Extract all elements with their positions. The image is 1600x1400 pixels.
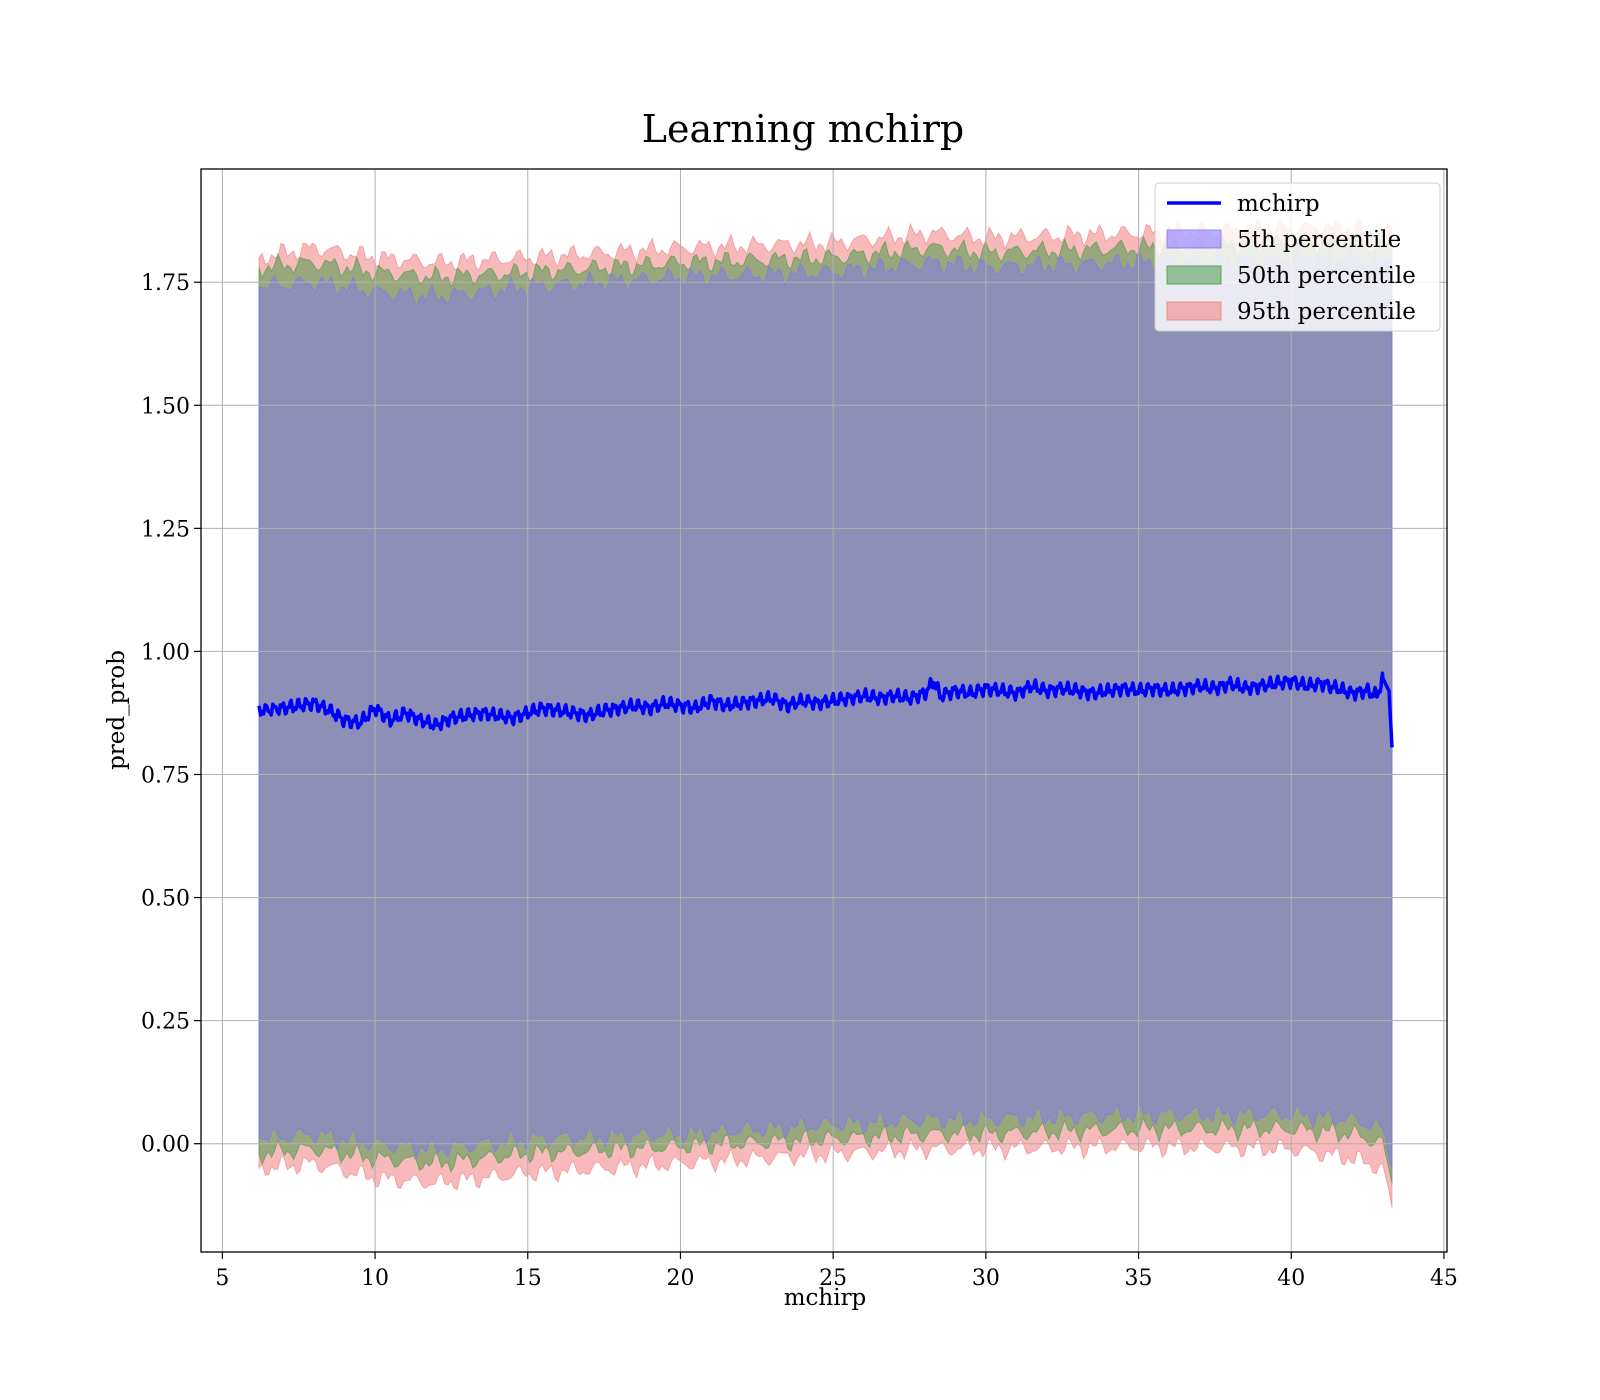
series-line-mchirp: [257, 671, 1394, 748]
x-tick-label: 45: [1430, 1266, 1458, 1291]
y-tick-label: 1.25: [141, 517, 190, 542]
y-tick-label: 0.25: [141, 1010, 190, 1035]
y-tick-label: 1.75: [141, 271, 190, 296]
y-tick-label: 0.50: [141, 887, 190, 912]
x-axis-label: mchirp: [784, 1285, 867, 1311]
x-tick-label: 15: [514, 1266, 542, 1291]
x-tick-label: 5: [215, 1266, 229, 1291]
legend-box: [1154, 182, 1441, 332]
legend-swatch-95th-percentile: [1166, 301, 1222, 321]
x-tick-label: 20: [666, 1266, 694, 1291]
x-tick-label: 35: [1125, 1266, 1153, 1291]
x-tick-label: 40: [1277, 1266, 1305, 1291]
x-tick-label: 30: [972, 1266, 1000, 1291]
legend-label: 95th percentile: [1237, 299, 1416, 325]
chart-title: Learning mchirp: [642, 107, 964, 151]
legend-label: 50th percentile: [1237, 263, 1416, 289]
x-tick-label: 10: [361, 1266, 389, 1291]
y-tick-label: 0.75: [141, 763, 190, 788]
band-50th-percentile: [258, 231, 1393, 1184]
legend-swatch-50th-percentile: [1166, 265, 1222, 285]
y-axis-label: pred_prob: [104, 650, 130, 770]
y-tick-label: 1.50: [141, 394, 190, 419]
legend-label: 5th percentile: [1237, 227, 1401, 253]
legend: mchirp 5th percentile 50th percentile 95th …: [1154, 182, 1441, 332]
y-tick-label: 0.00: [141, 1133, 190, 1158]
band-5th-percentile: [258, 245, 1393, 1169]
y-tick-label: 1.00: [141, 640, 190, 665]
legend-label: mchirp: [1237, 191, 1320, 217]
legend-swatch-5th-percentile: [1166, 229, 1222, 249]
x-tick-label: 25: [819, 1266, 847, 1291]
grid: [201, 169, 1447, 1252]
axis-ticks: 5 10 15 20 25 30 35 40 45 0.00 0.25 0.50 0.75 1.00 1.2…: [141, 271, 1458, 1291]
line-series: [257, 671, 1394, 748]
plot-frame: [200, 168, 1448, 1253]
percentile-bands: [258, 218, 1393, 1208]
